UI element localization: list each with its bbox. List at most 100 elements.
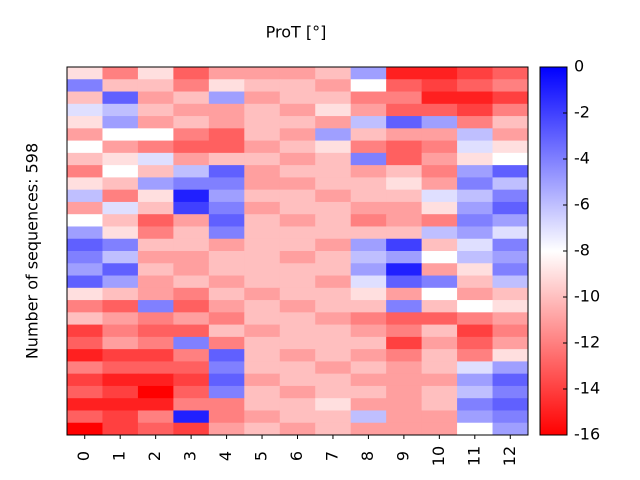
heatmap-cell	[279, 336, 316, 350]
heatmap-cell	[137, 226, 174, 240]
heatmap-cell	[279, 361, 316, 375]
heatmap-cell	[102, 312, 139, 326]
heatmap-cell	[208, 275, 245, 289]
heatmap-cell	[244, 91, 281, 105]
heatmap-cell	[315, 385, 352, 399]
heatmap-cell	[208, 422, 245, 436]
heatmap-cell	[492, 422, 529, 436]
heatmap-cell	[67, 324, 103, 338]
x-tick-label: 4	[216, 451, 235, 461]
heatmap-cell	[492, 361, 529, 375]
heatmap-cell	[492, 214, 529, 227]
heatmap-cell	[350, 410, 387, 424]
heatmap-cell	[102, 275, 139, 289]
heatmap-cell	[421, 300, 458, 313]
heatmap-cell	[457, 287, 494, 301]
heatmap-cell	[421, 177, 458, 191]
heatmap-cell	[102, 128, 139, 142]
heatmap-cell	[173, 189, 210, 203]
heatmap-cell	[457, 116, 494, 129]
heatmap-cell	[208, 201, 245, 215]
heatmap-cell	[137, 410, 174, 424]
heatmap-cell	[279, 226, 316, 240]
heatmap-cell	[279, 152, 316, 166]
heatmap-cell	[350, 201, 387, 215]
heatmap-cell	[102, 91, 139, 105]
heatmap-cell	[421, 152, 458, 166]
heatmap-cell	[492, 189, 529, 203]
heatmap-cell	[492, 67, 529, 80]
heatmap-cell	[457, 422, 494, 436]
heatmap-cell	[137, 398, 174, 411]
heatmap-cell	[279, 373, 316, 387]
heatmap-cell	[102, 263, 139, 277]
heatmap-cell	[244, 410, 281, 424]
heatmap-cell	[315, 251, 352, 264]
heatmap-cell	[350, 226, 387, 240]
heatmap-cell	[208, 324, 245, 338]
heatmap-cell	[102, 251, 139, 264]
heatmap-cell	[421, 410, 458, 424]
heatmap-cell	[244, 398, 281, 411]
heatmap-cell	[102, 324, 139, 338]
heatmap-cell	[67, 165, 103, 178]
heatmap-cell	[208, 287, 245, 301]
x-tick-label: 8	[358, 451, 377, 461]
heatmap-cell	[102, 410, 139, 424]
heatmap-cell	[173, 349, 210, 362]
heatmap-cell	[102, 398, 139, 411]
heatmap-cell	[244, 214, 281, 227]
heatmap-cell	[244, 67, 281, 80]
heatmap-cell	[315, 349, 352, 362]
heatmap-cell	[137, 385, 174, 399]
heatmap-cell	[279, 385, 316, 399]
heatmap-cell	[208, 79, 245, 93]
heatmap-cell	[492, 251, 529, 264]
heatmap-cell	[67, 422, 103, 436]
heatmap-cell	[421, 67, 458, 80]
heatmap-cell	[457, 128, 494, 142]
heatmap-cell	[315, 226, 352, 240]
heatmap-cell	[279, 165, 316, 178]
heatmap-cell	[315, 336, 352, 350]
heatmap-cell	[279, 67, 316, 80]
heatmap-cell	[457, 385, 494, 399]
heatmap-cell	[244, 361, 281, 375]
heatmap-cell	[102, 116, 139, 129]
heatmap-cell	[67, 263, 103, 277]
heatmap-cell	[315, 189, 352, 203]
heatmap-cell	[137, 287, 174, 301]
heatmap-cell	[137, 177, 174, 191]
heatmap-cell	[492, 140, 529, 154]
heatmap-cell	[386, 152, 423, 166]
heatmap-cell	[137, 201, 174, 215]
heatmap-cell	[173, 238, 210, 252]
heatmap-cell	[137, 189, 174, 203]
heatmap-cell	[244, 324, 281, 338]
heatmap-cell	[208, 116, 245, 129]
heatmap-cell	[137, 349, 174, 362]
heatmap-cell	[173, 373, 210, 387]
heatmap-cell	[492, 226, 529, 240]
heatmap-cell	[244, 263, 281, 277]
heatmap-cell	[421, 251, 458, 264]
heatmap-cell	[457, 201, 494, 215]
colorbar-tick-label: 0	[574, 57, 584, 76]
heatmap-cell	[386, 214, 423, 227]
heatmap-cell	[421, 91, 458, 105]
colorbar-tick-label: -2	[574, 103, 590, 122]
heatmap-cell	[67, 238, 103, 252]
heatmap-cell	[315, 152, 352, 166]
heatmap-cell	[173, 214, 210, 227]
heatmap-cell	[386, 165, 423, 178]
heatmap-cell	[67, 361, 103, 375]
heatmap-cell	[173, 116, 210, 129]
y-axis-label: Number of sequences: 598	[23, 143, 42, 359]
colorbar-tick-label: -8	[574, 241, 590, 260]
heatmap-cell	[350, 91, 387, 105]
heatmap-cell	[386, 263, 423, 277]
heatmap-cell	[279, 422, 316, 436]
heatmap-cell	[350, 361, 387, 375]
heatmap-cell	[492, 177, 529, 191]
heatmap-cell	[492, 324, 529, 338]
